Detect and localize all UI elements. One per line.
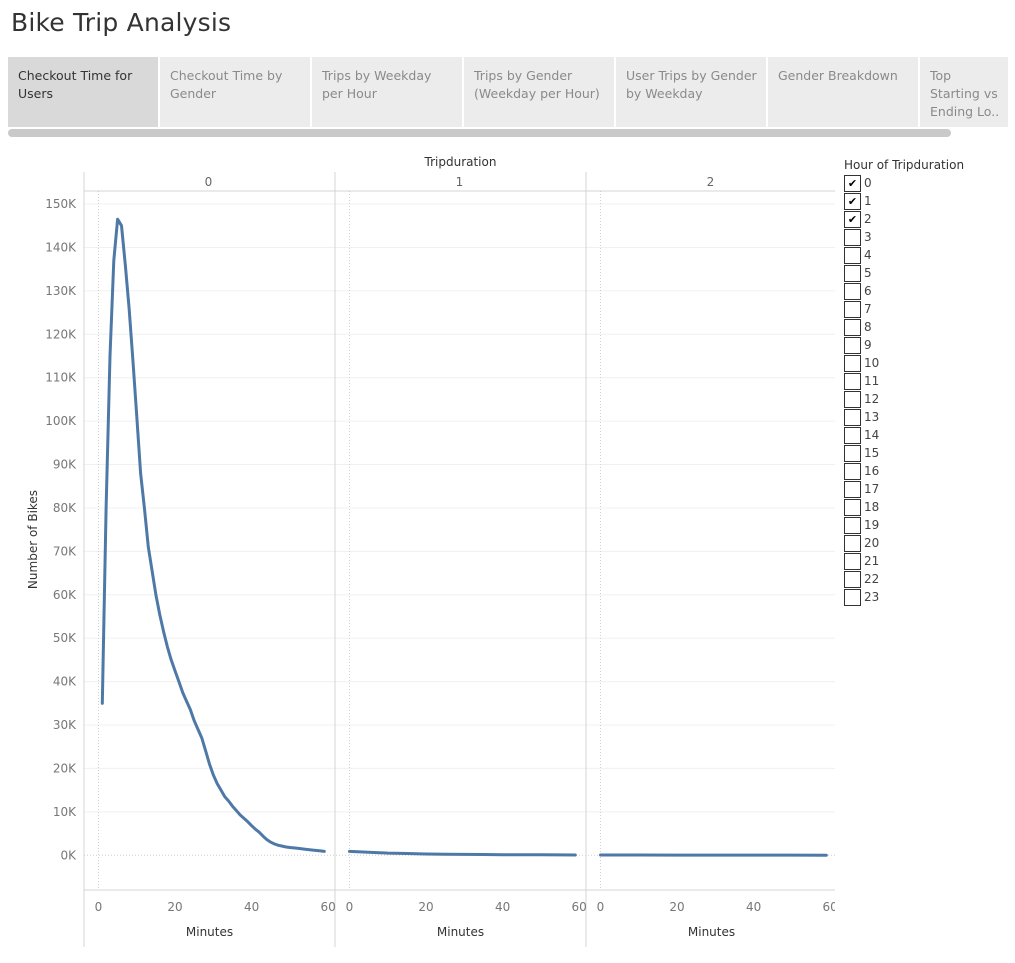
legend-label: 13 [864, 410, 880, 424]
legend-label: 7 [864, 302, 872, 316]
x-tick-label: 60 [823, 900, 835, 914]
x-tick-label: 0 [346, 900, 354, 914]
facet-label: 0 [205, 175, 213, 189]
legend-checkbox[interactable] [844, 301, 861, 318]
legend-checkbox[interactable] [844, 445, 861, 462]
legend-label: 22 [864, 572, 880, 586]
legend-checkbox[interactable] [844, 319, 861, 336]
y-tick-label: 10K [53, 805, 77, 819]
y-tick-label: 110K [45, 371, 77, 385]
legend-label: 2 [864, 212, 872, 226]
legend-checkbox[interactable] [844, 355, 861, 372]
y-tick-label: 40K [53, 675, 77, 689]
y-tick-label: 90K [53, 458, 77, 472]
legend-checkbox[interactable] [844, 481, 861, 498]
x-axis-label: Minutes [437, 925, 484, 939]
legend-checkbox[interactable]: ✔ [844, 193, 861, 210]
x-tick-label: 20 [669, 900, 684, 914]
series-line-0 [100, 217, 326, 853]
legend-label: 11 [864, 374, 880, 388]
legend-label: 4 [864, 248, 872, 262]
legend-label: 8 [864, 320, 872, 334]
legend-label: 12 [864, 392, 880, 406]
tab-4[interactable]: Trips by Gender (Weekday per Hour) [464, 57, 614, 127]
x-tick-label: 20 [418, 900, 433, 914]
legend-checkbox[interactable] [844, 229, 861, 246]
legend-checkbox[interactable] [844, 571, 861, 588]
x-tick-label: 40 [495, 900, 510, 914]
legend-label: 16 [864, 464, 880, 478]
legend-label: 15 [864, 446, 880, 460]
tab-3[interactable]: Trips by Weekday per Hour [312, 57, 462, 127]
legend-label: 21 [864, 554, 880, 568]
x-tick-label: 40 [746, 900, 761, 914]
tab-1[interactable]: Checkout Time for Users [8, 57, 158, 127]
tab-bar: Checkout Time for Users Checkout Time by … [8, 57, 1008, 127]
series-line-1 [348, 849, 577, 857]
legend-label: 5 [864, 266, 872, 280]
x-tick-label: 0 [95, 900, 103, 914]
y-tick-label: 80K [53, 501, 77, 515]
y-tick-label: 0K [60, 848, 77, 862]
legend-label: 10 [864, 356, 880, 370]
facet-title: Tripduration [424, 155, 497, 169]
legend-label: 3 [864, 230, 872, 244]
legend-label: 17 [864, 482, 880, 496]
tab-5[interactable]: User Trips by Gender by Weekday [616, 57, 766, 127]
y-tick-label: 150K [45, 197, 77, 211]
legend-label: 14 [864, 428, 880, 442]
legend-checkbox[interactable]: ✔ [844, 211, 861, 228]
x-axis-label: Minutes [186, 925, 233, 939]
legend-label: 0 [864, 176, 872, 190]
y-tick-label: 130K [45, 284, 77, 298]
tab-scrollbar[interactable] [8, 129, 951, 137]
legend-checkbox[interactable] [844, 535, 861, 552]
page-title: Bike Trip Analysis [11, 8, 232, 37]
legend-checkbox[interactable] [844, 499, 861, 516]
x-tick-label: 20 [167, 900, 182, 914]
y-tick-label: 120K [45, 327, 77, 341]
x-tick-label: 40 [244, 900, 259, 914]
legend-label: 6 [864, 284, 872, 298]
legend-checkbox[interactable]: ✔ [844, 175, 861, 192]
legend-checkbox[interactable] [844, 409, 861, 426]
y-tick-label: 20K [53, 761, 77, 775]
legend-checkbox[interactable] [844, 553, 861, 570]
x-tick-label: 60 [572, 900, 587, 914]
legend-checkbox[interactable] [844, 391, 861, 408]
legend-checkbox[interactable] [844, 247, 861, 264]
y-tick-label: 60K [53, 588, 77, 602]
legend-label: 20 [864, 536, 880, 550]
legend-checkbox[interactable] [844, 517, 861, 534]
legend-checkbox[interactable] [844, 373, 861, 390]
legend-checkbox[interactable] [844, 337, 861, 354]
legend-checkbox[interactable] [844, 589, 861, 606]
legend-title: Hour of Tripduration [844, 158, 965, 172]
legend-checkbox[interactable] [844, 463, 861, 480]
legend-label: 1 [864, 194, 872, 208]
facet-label: 1 [456, 175, 464, 189]
legend-label: 23 [864, 590, 880, 604]
legend-checkbox[interactable] [844, 265, 861, 282]
y-axis-label: Number of Bikes [26, 490, 40, 589]
x-tick-label: 60 [321, 900, 336, 914]
y-tick-label: 30K [53, 718, 77, 732]
legend-label: 19 [864, 518, 880, 532]
tab-7[interactable]: Top Starting vs Ending Lo.. [920, 57, 1008, 127]
y-tick-label: 100K [45, 414, 77, 428]
facet-label: 2 [707, 175, 715, 189]
tab-2[interactable]: Checkout Time by Gender [160, 57, 310, 127]
legend-label: 18 [864, 500, 880, 514]
legend-label: 9 [864, 338, 872, 352]
y-tick-label: 140K [45, 240, 77, 254]
x-axis-label: Minutes [688, 925, 735, 939]
x-tick-label: 0 [597, 900, 605, 914]
y-tick-label: 70K [53, 544, 77, 558]
legend-checkbox[interactable] [844, 283, 861, 300]
y-tick-label: 50K [53, 631, 77, 645]
legend-checkbox[interactable] [844, 427, 861, 444]
tab-6[interactable]: Gender Breakdown [768, 57, 918, 127]
